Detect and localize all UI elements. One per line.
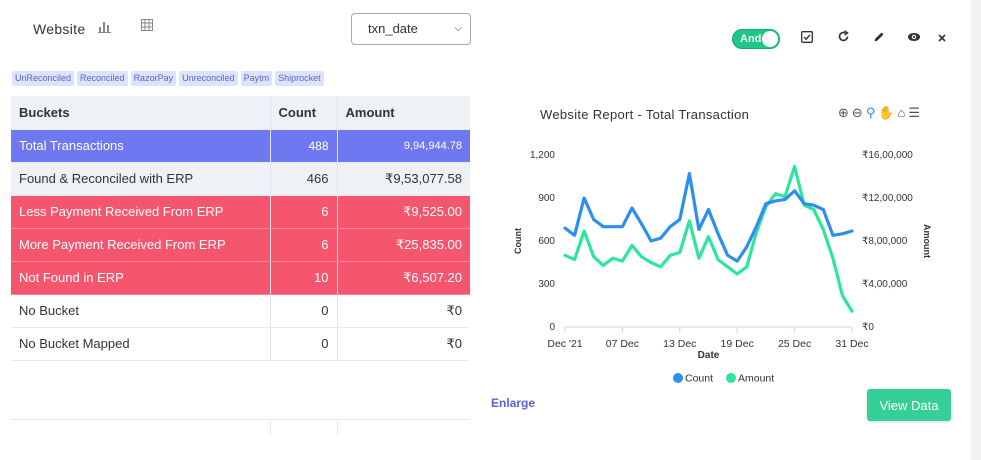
- table-row[interactable]: No Bucket 0 ₹0: [11, 294, 470, 328]
- bucket-count: 466: [270, 162, 338, 196]
- legend-marker-count: [673, 373, 683, 383]
- bucket-name: No Bucket: [11, 294, 271, 328]
- chip-unreconciled[interactable]: UnReconciled: [12, 71, 75, 86]
- bucket-count: 10: [270, 261, 338, 295]
- bucket-name: No Bucket Mapped: [11, 327, 271, 361]
- bucket-amount: ₹9,53,077.58: [337, 162, 470, 196]
- x-tick-label: 31 Dec: [835, 338, 868, 350]
- y-tick-label: 600: [538, 236, 555, 247]
- bar-chart-icon[interactable]: [98, 19, 112, 36]
- select-value: txn_date: [368, 21, 418, 36]
- x-tick-label: 19 Dec: [721, 338, 754, 350]
- legend-label-amount: Amount: [738, 373, 774, 385]
- zoom-in-icon[interactable]: ⊕: [838, 105, 849, 120]
- close-icon[interactable]: [934, 30, 950, 46]
- bucket-name: Found & Reconciled with ERP: [11, 162, 271, 196]
- table-row[interactable]: Found & Reconciled with ERP 466 ₹9,53,07…: [11, 162, 470, 196]
- y2-tick-label: ₹12,00,000: [862, 193, 913, 204]
- header-count: Count: [270, 96, 338, 130]
- table-row[interactable]: Not Found in ERP 10 ₹6,507.20: [11, 261, 470, 295]
- divider: [337, 420, 338, 436]
- x-tick-label: Dec '21: [547, 338, 582, 350]
- bucket-amount: ₹6,507.20: [337, 261, 470, 295]
- home-icon[interactable]: ⌂: [897, 105, 906, 120]
- series-line-count: [563, 171, 854, 263]
- edit-icon[interactable]: [871, 30, 887, 46]
- chip-shiprocket[interactable]: Shiprocket: [275, 71, 324, 86]
- filter-chips: UnReconciled Reconciled RazorPay Unrecon…: [12, 71, 324, 86]
- bucket-name: Not Found in ERP: [11, 261, 271, 295]
- table-row[interactable]: More Payment Received From ERP 6 ₹25,835…: [11, 228, 470, 262]
- y2-tick-label: ₹16,00,000: [862, 150, 913, 161]
- report-chart: Website Report - Total Transaction ⊕ ⊖ ⚲…: [506, 98, 946, 388]
- bucket-amount: ₹9,525.00: [337, 195, 470, 229]
- chip-reconciled[interactable]: Reconciled: [77, 71, 128, 86]
- bucket-amount: ₹0: [337, 294, 470, 328]
- header-buckets: Buckets: [11, 96, 271, 130]
- toggle-knob: [762, 31, 778, 47]
- y-axis-title: Count: [513, 228, 523, 254]
- chart-toolbar: ⊕ ⊖ ⚲ ✋ ⌂ ☰: [838, 105, 920, 121]
- zoom-out-icon[interactable]: ⊖: [851, 105, 863, 120]
- menu-icon[interactable]: ☰: [908, 105, 921, 120]
- buckets-table: Buckets Count Amount Total Transactions …: [11, 96, 470, 361]
- right-scroll-strip: [971, 0, 981, 460]
- bucket-amount: ₹0: [337, 327, 470, 361]
- y-tick-label: 300: [538, 279, 555, 290]
- x-axis-title: Date: [698, 350, 720, 361]
- bucket-name: More Payment Received From ERP: [11, 228, 271, 262]
- bucket-amount: ₹25,835.00: [337, 228, 470, 262]
- table-footer-lines: [11, 419, 470, 436]
- chart-svg[interactable]: 0 300 600 900 1,200 ₹0 ₹4,00,000 ₹8,00,000 ₹12,0…: [506, 98, 946, 388]
- x-tick-label: 07 Dec: [606, 338, 639, 350]
- legend-label-count: Count: [685, 373, 713, 385]
- table-row[interactable]: No Bucket Mapped 0 ₹0: [11, 327, 470, 361]
- table-row[interactable]: Total Transactions 488 9,94,944.78: [11, 129, 470, 163]
- header-amount: Amount: [337, 96, 470, 130]
- bucket-amount: 9,94,944.78: [337, 129, 470, 163]
- bucket-count: 0: [270, 327, 338, 361]
- table-row[interactable]: Less Payment Received From ERP 6 ₹9,525.…: [11, 195, 470, 229]
- enlarge-link[interactable]: Enlarge: [491, 396, 536, 410]
- magnify-icon[interactable]: ⚲: [865, 105, 876, 120]
- toggle-label: And: [740, 33, 762, 45]
- pan-icon[interactable]: ✋: [878, 105, 895, 120]
- y-tick-label: 900: [538, 193, 555, 204]
- series-line-amount: [563, 164, 854, 313]
- bucket-count: 0: [270, 294, 338, 328]
- chip-razorpay[interactable]: RazorPay: [130, 71, 177, 86]
- date-field-select[interactable]: txn_date ⌵: [351, 13, 471, 45]
- y2-axis-title: Amount: [922, 224, 932, 258]
- view-data-button[interactable]: View Data: [867, 389, 951, 421]
- x-tick-label: 25 Dec: [778, 338, 811, 350]
- chart-title: Website Report - Total Transaction: [540, 107, 750, 122]
- and-toggle[interactable]: And: [732, 29, 780, 49]
- table-icon[interactable]: [141, 19, 153, 34]
- chip-paytm[interactable]: Paytm: [240, 71, 273, 86]
- bucket-name: Less Payment Received From ERP: [11, 195, 271, 229]
- eye-icon[interactable]: [906, 30, 922, 46]
- y2-tick-label: ₹0: [862, 322, 874, 333]
- bucket-name: Total Transactions: [11, 129, 271, 163]
- refresh-icon[interactable]: [835, 30, 851, 46]
- bucket-count: 488: [270, 129, 338, 163]
- page-title: Website: [33, 21, 86, 37]
- bucket-count: 6: [270, 228, 338, 262]
- table-header-row: Buckets Count Amount: [11, 96, 470, 130]
- divider: [270, 420, 271, 436]
- y-tick-label: 0: [549, 322, 555, 333]
- checkbox-icon[interactable]: [799, 30, 815, 46]
- y2-tick-label: ₹8,00,000: [862, 236, 908, 247]
- chevron-down-icon: ⌵: [454, 23, 462, 34]
- legend-marker-amount: [726, 373, 736, 383]
- chip-unreconciled-lower[interactable]: Unreconciled: [179, 71, 238, 86]
- y-tick-label: 1,200: [530, 150, 555, 161]
- y2-tick-label: ₹4,00,000: [862, 279, 908, 290]
- bucket-count: 6: [270, 195, 338, 229]
- x-tick-label: 13 Dec: [663, 338, 696, 350]
